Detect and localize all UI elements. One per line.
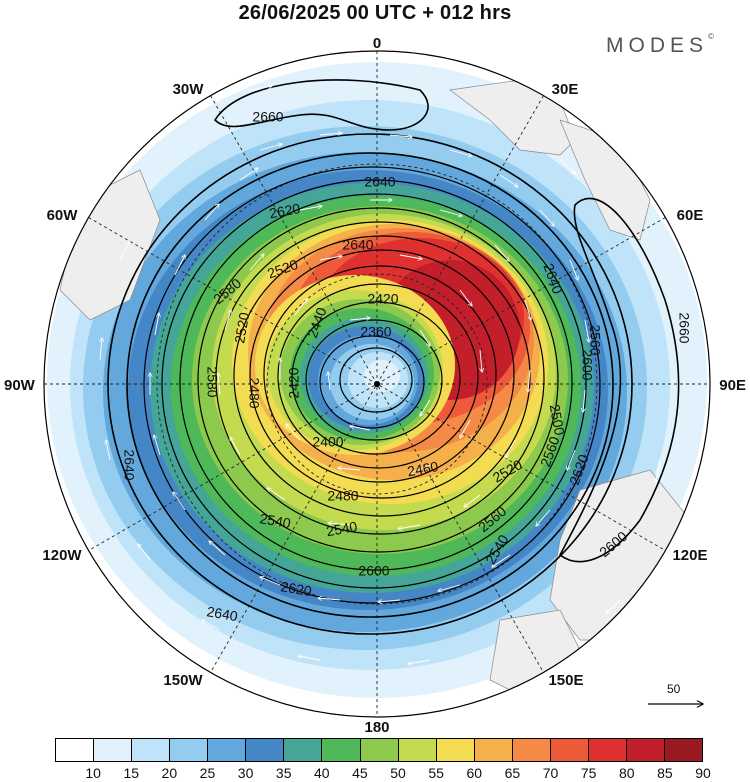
colorbar-segment — [473, 738, 512, 762]
colorbar-segment — [511, 738, 550, 762]
contour-label: 2520 — [231, 311, 252, 345]
contour-label: 2400 — [312, 434, 343, 450]
colorbar-segment — [207, 738, 246, 762]
contour-label: 2580 — [204, 366, 220, 397]
colorbar-tick-label: 40 — [314, 765, 330, 781]
colorbar-tick-label: 30 — [237, 765, 254, 781]
colorbar-tick-label: 45 — [352, 765, 368, 781]
colorbar-tick-label: 70 — [542, 765, 559, 781]
contour-label: 2540 — [258, 510, 292, 531]
colorbar-tick-label: 65 — [504, 765, 521, 781]
contour-label: 2640 — [364, 174, 395, 190]
lon-label-0: 0 — [373, 35, 381, 52]
contour-label: 2480 — [246, 377, 262, 408]
map-boundary — [43, 50, 711, 718]
colorbar — [55, 738, 704, 762]
colorbar-tick-label: 25 — [199, 765, 216, 781]
colorbar-segment — [435, 738, 474, 762]
contour-label: 2460 — [406, 458, 440, 479]
contour-label: 2640 — [342, 237, 373, 253]
colorbar-segment — [131, 738, 170, 762]
contour-label: 2640 — [121, 449, 137, 480]
contour-label: 2660 — [252, 109, 283, 125]
lon-label-60e: 60E — [677, 207, 704, 224]
contour-label: 2480 — [327, 488, 358, 504]
colorbar-segment — [245, 738, 284, 762]
colorbar-tick-label: 35 — [275, 765, 292, 781]
colorbar-tick-label: 55 — [428, 765, 444, 781]
colorbar-segment — [397, 738, 436, 762]
vector-reference-label: 50 — [667, 682, 681, 696]
contour-label: 2420 — [367, 291, 398, 307]
brand-mark: © — [708, 32, 714, 41]
lon-label-120e: 120E — [672, 547, 707, 564]
colorbar-tick-label: 50 — [390, 765, 406, 781]
pole-marker — [374, 381, 380, 387]
colorbar-segment — [664, 738, 704, 762]
colorbar-tick-label: 60 — [466, 765, 483, 781]
map-disc — [44, 51, 710, 717]
colorbar-tick-label: 80 — [618, 765, 635, 781]
colorbar-tick-label: 10 — [85, 765, 101, 781]
contour-label: 2560 — [587, 324, 603, 355]
contour-label: 2600 — [579, 349, 595, 380]
colorbar-tick-label: 20 — [161, 765, 178, 781]
lon-label-30w: 30W — [173, 81, 205, 98]
contour-label: 2500 — [547, 403, 568, 437]
longitude-labels: 0 180 90W 90E 30W 30E 60W 60E 120W 120E … — [4, 35, 746, 735]
colorbar-segment — [55, 738, 94, 762]
lon-label-180: 180 — [364, 719, 389, 735]
lon-label-60w: 60W — [47, 207, 79, 224]
contour-label: 2620 — [279, 578, 313, 599]
colorbar-segment — [549, 738, 588, 762]
contour-label: 2620 — [268, 200, 302, 221]
colorbar-segment — [283, 738, 322, 762]
height-contours — [107, 79, 680, 635]
colorbar-tick-label: 90 — [695, 765, 711, 781]
lon-label-150w: 150W — [163, 672, 203, 689]
colorbar-tick-label: 85 — [657, 765, 673, 781]
colorbar-segment — [625, 738, 664, 762]
lon-label-30e: 30E — [552, 81, 579, 98]
lon-label-150e: 150E — [548, 672, 583, 689]
colorbar-tick-label: 75 — [580, 765, 597, 781]
lon-label-90e: 90E — [719, 377, 746, 394]
colorbar-segment — [359, 738, 398, 762]
contour-label: 2660 — [676, 312, 692, 343]
colorbar-segment — [169, 738, 208, 762]
wind-vectors — [100, 86, 661, 664]
contour-label: 2640 — [205, 603, 239, 624]
colorbar-ticks: 10 15 20 25 30 35 40 45 50 55 60 65 70 75 80 85 90 — [55, 765, 710, 781]
brand-logo: MODES© — [606, 32, 714, 58]
contour-label: 2600 — [358, 563, 389, 579]
contour-label: 2360 — [360, 324, 391, 340]
colorbar-segment — [321, 738, 360, 762]
contour-label: 2420 — [286, 367, 302, 398]
colorbar-tick-label: 15 — [123, 765, 140, 781]
brand-name: MODES — [606, 34, 709, 57]
lon-label-120w: 120W — [42, 547, 82, 564]
chart-title: 26/06/2025 00 UTC + 012 hrs — [238, 2, 512, 24]
colorbar-segment — [93, 738, 132, 762]
colorbar-segment — [587, 738, 626, 762]
lon-label-90w: 90W — [4, 377, 36, 394]
contour-label: 2540 — [325, 518, 359, 539]
